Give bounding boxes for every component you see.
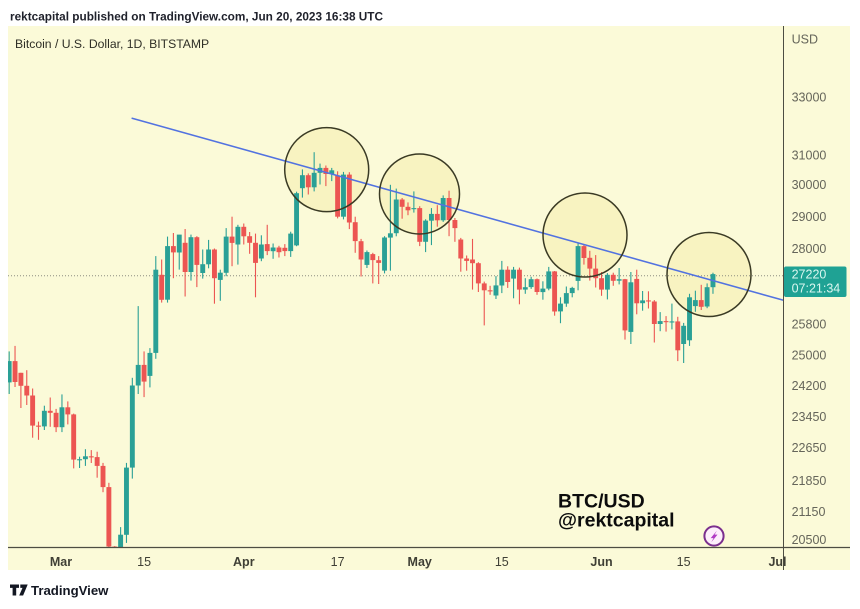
svg-text:Bitcoin / U.S. Dollar, 1D, BIT: Bitcoin / U.S. Dollar, 1D, BITSTAMP [15, 37, 209, 51]
svg-text:29000: 29000 [792, 210, 827, 224]
svg-text:rektcapital published on Tradi: rektcapital published on TradingView.com… [10, 10, 384, 24]
svg-text:21150: 21150 [792, 505, 826, 519]
svg-text:07:21:34: 07:21:34 [792, 282, 841, 296]
svg-text:23450: 23450 [792, 410, 827, 424]
svg-text:30000: 30000 [792, 178, 827, 192]
svg-text:22650: 22650 [792, 441, 827, 455]
svg-text:25000: 25000 [792, 349, 827, 363]
svg-text:USD: USD [792, 33, 818, 47]
svg-text:15: 15 [677, 555, 691, 569]
svg-text:May: May [408, 555, 432, 569]
svg-text:21850: 21850 [792, 474, 827, 488]
svg-text:27220: 27220 [792, 268, 827, 282]
svg-text:BTC/USD: BTC/USD [558, 491, 645, 513]
svg-text:20500: 20500 [792, 533, 827, 547]
svg-text:@rektcapital: @rektcapital [558, 510, 675, 532]
svg-text:Jul: Jul [768, 555, 786, 569]
svg-text:TradingView: TradingView [31, 583, 109, 598]
svg-text:28000: 28000 [792, 242, 827, 256]
svg-text:Mar: Mar [50, 555, 72, 569]
svg-text:Jun: Jun [590, 555, 612, 569]
svg-text:25800: 25800 [792, 318, 827, 332]
svg-text:24200: 24200 [792, 379, 827, 393]
svg-text:Apr: Apr [233, 555, 255, 569]
svg-text:31000: 31000 [792, 149, 827, 163]
svg-text:15: 15 [495, 555, 509, 569]
svg-text:15: 15 [137, 555, 151, 569]
svg-text:17: 17 [331, 555, 345, 569]
svg-text:33000: 33000 [792, 91, 827, 105]
